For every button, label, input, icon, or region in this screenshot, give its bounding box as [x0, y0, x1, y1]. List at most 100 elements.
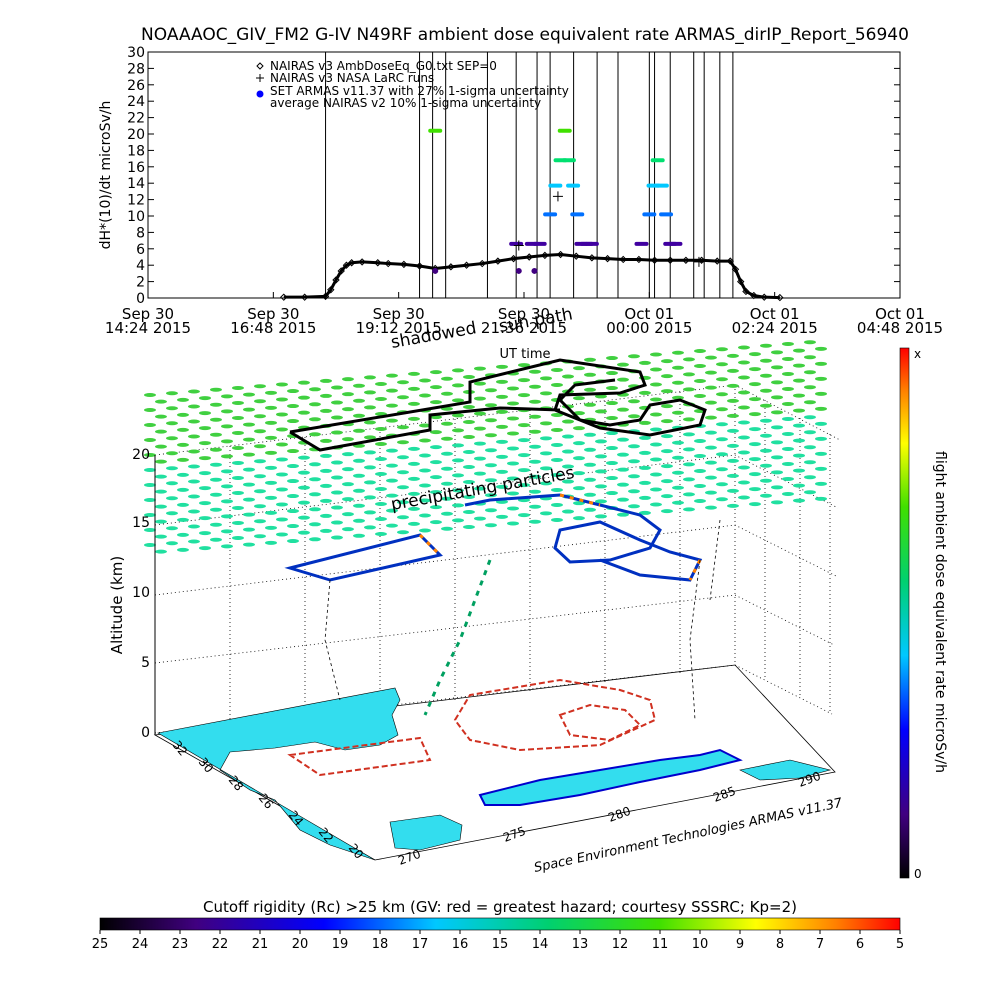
- dose-cell: [639, 480, 651, 485]
- dose-cell: [738, 360, 750, 365]
- dose-cell: [342, 377, 354, 382]
- dose-cell: [518, 453, 530, 458]
- dose-cell: [551, 427, 563, 432]
- legend-entry-3: SET ARMAS v11.37 with 27% 1-sigma uncert…: [270, 84, 569, 98]
- y-tick-label: 8: [136, 225, 145, 241]
- y-tick-label: 28: [127, 61, 145, 77]
- dose-cell: [397, 500, 409, 505]
- dose-cell: [804, 415, 816, 420]
- dose-cell: [276, 442, 288, 447]
- dose-cell: [782, 476, 794, 481]
- x-tick-label-line1: Sep 30: [373, 305, 425, 323]
- dose-cell: [375, 442, 387, 447]
- dose-cell: [188, 404, 200, 409]
- dose-cell: [650, 412, 662, 417]
- dose-cell: [474, 486, 486, 491]
- dose-cell: [441, 496, 453, 501]
- dose-cell: [331, 520, 343, 525]
- dose-cell: [276, 517, 288, 522]
- dose-cell: [199, 441, 211, 446]
- dose-cell: [749, 427, 761, 432]
- dose-cell: [683, 477, 695, 482]
- x-tick-label-line1: Sep 30: [122, 305, 174, 323]
- dose-cell: [276, 457, 288, 462]
- altitude-3d-panel: Altitude (km) 0 5 10 15 20 32 30 28 26 2…: [108, 304, 948, 881]
- dose-cell: [441, 376, 453, 381]
- dose-cell: [364, 450, 376, 455]
- dose-cell: [672, 410, 684, 415]
- dose-cell: [386, 403, 398, 408]
- dose-cell: [210, 477, 222, 482]
- nairas-v3-point: [726, 257, 734, 265]
- nairas-v3-point: [737, 277, 745, 286]
- dose-cell: [287, 464, 299, 469]
- dose-cell: [408, 506, 420, 511]
- dose-cell: [804, 385, 816, 390]
- dose-cell: [232, 535, 244, 540]
- dose-cell: [474, 471, 486, 476]
- dose-cell: [199, 516, 211, 521]
- dose-cell: [672, 380, 684, 385]
- dose-cell: [265, 390, 277, 395]
- dose-cell: [760, 478, 772, 483]
- dose-cell: [760, 463, 772, 468]
- dose-cell: [485, 418, 497, 423]
- dose-cell: [232, 385, 244, 390]
- dose-cell: [496, 454, 508, 459]
- dose-cell: [243, 392, 255, 397]
- dose-cell: [210, 432, 222, 437]
- dose-cell: [441, 421, 453, 426]
- dose-cell: [309, 432, 321, 437]
- dose-cell: [320, 513, 332, 518]
- dose-cell: [694, 379, 706, 383]
- dose-cell: [716, 422, 728, 427]
- legend: NAIRAS v3 AmbDoseEq_G0.txt SEP=0 NAIRAS …: [256, 59, 569, 110]
- dose-cell: [166, 526, 178, 531]
- dose-cell: [210, 507, 222, 512]
- dose-cell: [815, 391, 827, 396]
- dose-cell: [287, 479, 299, 484]
- x-tick-label-line2: 16:48 2015: [230, 319, 316, 337]
- dose-cell: [815, 346, 827, 351]
- dose-cell: [441, 481, 453, 486]
- y-tick-label: 4: [136, 258, 145, 274]
- nairas-v3-point: [384, 259, 392, 268]
- z-axis: Altitude (km) 0 5 10 15 20: [108, 447, 156, 741]
- dose-cell: [309, 462, 321, 467]
- dose-cell: [430, 475, 442, 480]
- dose-cell: [232, 430, 244, 435]
- dose-cell: [408, 401, 420, 406]
- dose-cell: [419, 438, 431, 443]
- y-tick-label: 24: [127, 94, 145, 110]
- dose-cell: [353, 413, 365, 418]
- nairas-v3-point: [400, 260, 408, 269]
- dose-cell: [265, 480, 277, 485]
- dose-cell: [144, 453, 156, 457]
- nairas-v3-point: [750, 291, 758, 300]
- nairas-v3-point: [509, 254, 518, 263]
- dose-cell: [650, 487, 662, 492]
- dose-cell: [540, 436, 552, 441]
- dose-cell: [782, 431, 794, 436]
- dose-cell: [793, 483, 805, 488]
- dose-cell: [210, 462, 222, 467]
- dose-cell: [199, 411, 211, 416]
- dose-cell: [639, 495, 651, 500]
- nairas-v3-point: [494, 257, 502, 265]
- shadow-path: [289, 358, 707, 452]
- dose-cell: [628, 354, 640, 359]
- cutoff-rigidity-title: Cutoff rigidity (Rc) >25 km (GV: red = g…: [203, 898, 797, 916]
- dose-cell: [210, 387, 222, 392]
- dose-cell: [463, 494, 475, 499]
- dose-cell: [617, 437, 629, 442]
- dose-cell: [265, 525, 277, 530]
- dose-cell: [298, 410, 310, 415]
- nairas-v3-point: [760, 293, 768, 301]
- nairas-v3-point: [572, 252, 580, 260]
- dose-cell: [375, 517, 387, 522]
- cr-tick-label: 9: [736, 937, 744, 952]
- legend-diamond-symbol: [256, 62, 264, 70]
- dose-cell: [452, 383, 464, 388]
- dose-cell: [650, 382, 662, 387]
- dose-cell: [716, 497, 728, 502]
